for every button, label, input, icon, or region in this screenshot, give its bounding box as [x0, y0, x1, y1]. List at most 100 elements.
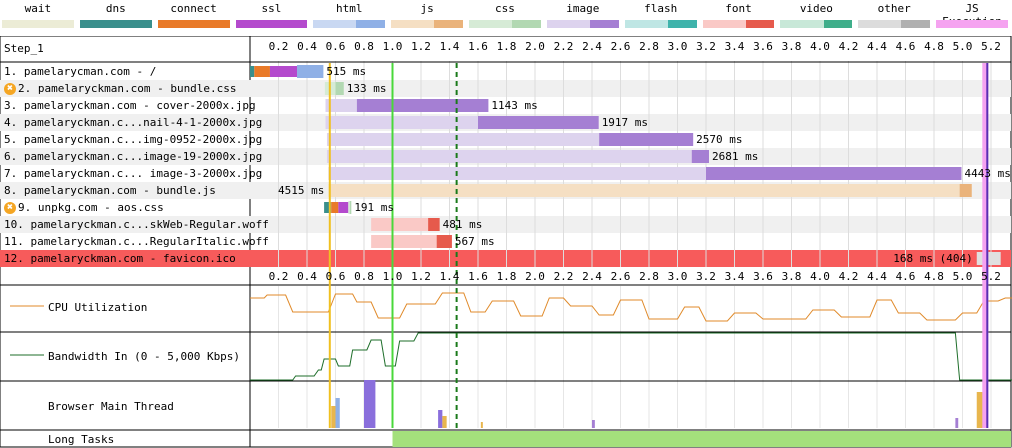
main-thread-activity — [955, 418, 959, 428]
request-bar-wait — [326, 133, 600, 146]
request-url: 11. pamelaryckman.c...RegularItalic.woff — [4, 235, 269, 248]
request-url: 2. pamelaryckman.com - bundle.css — [18, 82, 237, 95]
legend-swatch — [936, 20, 1008, 28]
request-timing-label: 168 ms (404) — [893, 252, 973, 265]
legend-label: css — [495, 2, 515, 15]
legend-label: image — [566, 2, 600, 15]
dns-segment — [250, 66, 255, 77]
request-row-label[interactable]: 5. pamelaryckman.c...img-0952-2000x.jpg — [4, 132, 262, 147]
legend-swatch — [79, 20, 152, 28]
legend-label: video — [799, 2, 833, 15]
request-bar-wait — [325, 99, 357, 112]
request-url: 3. pamelaryckman.com - cover-2000x.jpg — [4, 99, 256, 112]
legend-item: wait — [2, 0, 74, 30]
time-tick-label: 2.0 — [525, 270, 545, 283]
request-timing-label: 1143 ms — [491, 99, 538, 112]
legend-swatch — [157, 20, 230, 28]
main-thread-activity — [364, 380, 376, 428]
time-tick-label: 1.4 — [439, 270, 460, 283]
time-tick-label: 4.6 — [895, 270, 916, 283]
time-tick-label: 3.6 — [753, 270, 773, 283]
time-tick-label: 0.6 — [325, 270, 346, 283]
legend-item: dns — [79, 0, 152, 30]
time-tick-label: 2.4 — [582, 40, 602, 53]
main-thread-activity — [976, 392, 984, 428]
time-tick-label: 3.4 — [724, 270, 745, 283]
legend-label: other — [877, 2, 911, 15]
legend: wait dns connect ssl html js css image flash font… — [0, 0, 1012, 30]
request-url: 12. pamelaryckman.com - favicon.ico — [4, 252, 236, 265]
main-thread-activity — [335, 398, 340, 428]
request-row-label[interactable]: 11. pamelaryckman.c...RegularItalic.woff — [4, 234, 269, 249]
request-bar-download — [335, 82, 344, 95]
request-timing-label: 2681 ms — [711, 150, 759, 163]
request-row-label[interactable]: 12. pamelaryckman.com - favicon.ico — [4, 251, 236, 266]
legend-label: js — [420, 2, 434, 15]
request-row-label[interactable]: 4. pamelaryckman.c...nail-4-1-2000x.jpg — [4, 115, 262, 130]
legend-swatch — [391, 20, 464, 28]
dns-segment — [324, 202, 332, 213]
legend-swatch — [235, 20, 308, 28]
request-url: 6. pamelaryckman.c...image-19-2000x.jpg — [4, 150, 263, 163]
request-timing-label: 515 ms — [326, 65, 367, 78]
cpu-utilization-line — [250, 292, 1012, 322]
legend-item: font — [702, 0, 775, 30]
request-row-label[interactable]: ✖ 2. pamelaryckman.com - bundle.css — [4, 81, 237, 96]
time-tick-label: 1.8 — [496, 40, 517, 53]
request-url: 1. pamelarycman.com - / — [4, 65, 157, 78]
time-tick-label: 1.6 — [468, 40, 488, 53]
time-tick-label: 1.6 — [468, 270, 488, 283]
request-row-label[interactable]: 8. pamelaryckman.com - bundle.js — [4, 183, 216, 198]
step-label: Step_1 — [4, 42, 44, 55]
request-row-label[interactable]: 6. pamelaryckman.c...image-19-2000x.jpg — [4, 149, 262, 164]
request-bar-download — [599, 133, 694, 146]
time-tick-label: 2.2 — [553, 270, 574, 283]
legend-label: flash — [644, 2, 678, 15]
main-thread-activity — [480, 422, 483, 428]
request-url: 8. pamelaryckman.com - bundle.js — [4, 184, 216, 197]
request-row-label[interactable]: 1. pamelarycman.com - / — [4, 64, 156, 79]
time-tick-label: 2.8 — [639, 40, 659, 53]
request-bar-wait — [325, 116, 478, 129]
time-tick-label: 5.2 — [981, 40, 1001, 53]
request-timing-label: 4443 ms — [964, 167, 1011, 180]
legend-item: image — [546, 0, 619, 30]
time-tick-label: 0.4 — [297, 270, 317, 283]
row-bg — [0, 80, 1011, 97]
main-thread-activity — [438, 410, 443, 428]
request-row-label[interactable]: 7. pamelaryckman.c... image-3-2000x.jpg — [4, 166, 262, 181]
legend-label: connect — [170, 2, 217, 15]
time-tick-label: 4.4 — [867, 270, 887, 283]
request-row-label[interactable]: 3. pamelaryckman.com - cover-2000x.jpg — [4, 98, 256, 113]
request-timing-label: 567 ms — [454, 235, 495, 248]
request-timing-label: 481 ms — [442, 218, 483, 231]
time-tick-label: 1.0 — [382, 270, 403, 283]
request-row-label[interactable]: 10. pamelaryckman.c...skWeb-Regular.woff — [4, 217, 269, 232]
time-tick-label: 1.2 — [411, 40, 431, 53]
time-tick-label: 2.2 — [553, 40, 574, 53]
main-thread-activity — [592, 420, 595, 428]
request-bar-download — [349, 201, 352, 214]
time-tick-label: 4.0 — [810, 40, 830, 53]
request-url: 10. pamelaryckman.c...skWeb-Regular.woff — [4, 218, 269, 231]
request-bar-download — [428, 218, 440, 231]
warning-icon: ✖ — [4, 202, 16, 214]
request-url: 4. pamelaryckman.c...nail-4-1-2000x.jpg — [4, 116, 263, 129]
legend-swatch — [858, 20, 931, 28]
time-tick-label: 1.8 — [496, 270, 517, 283]
time-tick-label: 0.2 — [268, 270, 289, 283]
request-row-label[interactable]: ✖ 9. unpkg.com - aos.css — [4, 200, 164, 215]
legend-label: ssl — [261, 2, 282, 15]
time-tick-label: 0.2 — [268, 40, 289, 53]
time-tick-label: 0.6 — [325, 40, 346, 53]
request-bar-wait — [348, 201, 350, 214]
time-tick-label: 1.0 — [382, 40, 403, 53]
legend-item: connect — [157, 0, 230, 30]
request-url: 9. unpkg.com - aos.css — [18, 201, 164, 214]
request-bar-download — [436, 235, 452, 248]
time-tick-label: 3.4 — [724, 40, 745, 53]
warning-icon: ✖ — [4, 83, 16, 95]
time-tick-label: 3.0 — [667, 270, 688, 283]
time-tick-label: 3.6 — [753, 40, 773, 53]
